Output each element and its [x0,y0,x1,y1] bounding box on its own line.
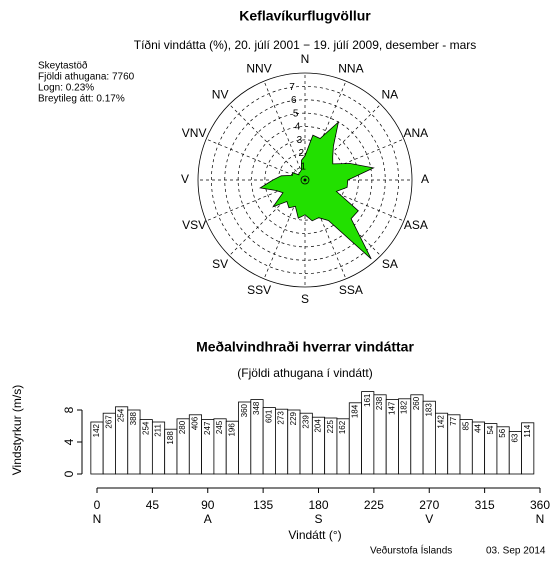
rose-area [259,120,375,260]
y-tick-label: 4 [62,438,76,445]
r-tick-label: 6 [291,95,297,106]
chart-title: Keflavíkurflugvöllur [239,8,371,24]
r-tick-label: 2 [298,148,304,159]
bar-count-label: 184 [351,404,360,418]
x-axis-label: Vindátt (°) [288,528,341,542]
direction-label: A [421,172,429,186]
x-tick-label: 0 [94,498,101,512]
direction-label: SA [382,257,398,271]
direction-label: N [301,52,310,66]
bar-count-label: 63 [510,433,519,442]
x-tick-label: 135 [253,498,273,512]
calm-dot [303,178,307,182]
direction-label: S [301,292,309,306]
footer-date: 03. Sep 2014 [486,546,546,557]
x-tick-label: 270 [419,498,439,512]
chart-subtitle: (Fjöldi athugana í vindátt) [237,366,372,380]
direction-label: SV [212,257,228,271]
bar-count-label: 280 [178,420,187,434]
bar [521,422,535,475]
direction-label: VSV [182,218,206,232]
bar-count-label: 54 [486,425,495,434]
bar-count-label: 245 [215,420,224,434]
r-tick-label: 4 [295,122,301,133]
direction-label: VNV [182,126,207,140]
bar-count-label: 260 [412,396,421,410]
bar-count-label: 225 [326,419,335,433]
footer-source: Veðurstofa Íslands [370,544,452,557]
bar-count-label: 142 [437,415,446,429]
x-tick-label: 360 [530,498,550,512]
r-tick-label: 1 [300,161,306,172]
direction-label: SSV [247,283,271,297]
bar-count-label: 360 [240,403,249,417]
direction-label: SSA [339,283,363,297]
y-axis-label: Vindstyrkur (m/s) [10,385,24,475]
x-tick-label: 180 [308,498,328,512]
bar-count-label: 204 [314,419,323,433]
r-tick-label: 3 [297,135,303,146]
bar-count-label: 273 [277,411,286,425]
bar-count-label: 211 [154,423,163,436]
chart-title: Meðalvindhraði hverrar vindáttar [196,339,414,355]
x-tick-sublabel: S [314,512,322,526]
y-tick-label: 0 [62,470,76,477]
bar-count-label: 601 [264,409,273,423]
bar-count-label: 182 [400,400,409,414]
bar-count-label: 188 [166,431,175,445]
direction-label: ANA [404,126,429,140]
note: Logn: 0.23% [38,83,94,94]
bar-count-label: 254 [117,408,126,422]
bar-count-label: 77 [449,416,458,425]
direction-label: NNV [246,61,271,75]
r-tick-label: 7 [289,82,295,93]
x-tick-sublabel: N [536,512,545,526]
x-tick-label: 225 [364,498,384,512]
bar-count-label: 238 [375,396,384,410]
bar-count-label: 114 [523,424,532,437]
direction-label: NV [212,87,229,101]
bar-count-label: 142 [92,423,101,437]
bar-count-label: 239 [301,415,310,429]
x-tick-sublabel: N [93,512,102,526]
bar-count-label: 56 [498,428,507,437]
bar-count-label: 348 [252,401,261,415]
x-tick-sublabel: V [425,512,433,526]
direction-label: NNA [338,61,363,75]
bar-count-label: 183 [424,403,433,417]
bar-count-label: 85 [461,421,470,430]
calm-circle [300,175,310,185]
direction-label: ASA [404,218,428,232]
x-tick-sublabel: A [204,512,212,526]
bar-count-label: 267 [104,415,113,429]
direction-label: V [181,172,189,186]
y-tick-label: 8 [62,406,76,413]
x-tick-label: 45 [146,498,160,512]
bar-count-label: 161 [363,393,372,407]
bar-count-label: 388 [129,411,138,425]
chart-subtitle: Tíðni vindátta (%), 20. júlí 2001 − 19. … [134,38,477,52]
note: Skeytastöð [38,60,88,72]
bar-count-label: 147 [387,401,396,415]
bar-count-label: 254 [141,421,150,435]
bar-count-label: 44 [474,423,483,432]
r-tick-label: 5 [293,108,299,119]
x-tick-label: 90 [201,498,215,512]
grid-circle [211,86,399,274]
bar-count-label: 196 [227,423,236,437]
x-tick-label: 315 [475,498,495,512]
note: Fjöldi athugana: 7760 [38,72,135,83]
outer-circle [197,72,413,288]
bar-count-label: 229 [289,411,298,425]
bar-count-label: 406 [191,416,200,430]
bar-count-label: 162 [338,420,347,434]
direction-label: NA [382,87,399,101]
bar-count-label: 247 [203,421,212,435]
note: Breytileg átt: 0.17% [38,94,125,105]
grid-circle [251,126,359,234]
